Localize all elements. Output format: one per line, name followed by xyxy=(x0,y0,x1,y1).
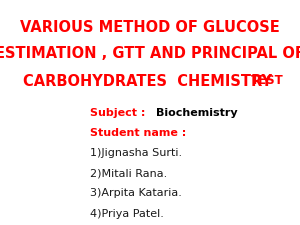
Text: 2)Mitali Rana.: 2)Mitali Rana. xyxy=(90,168,167,178)
Text: VARIOUS METHOD OF GLUCOSE: VARIOUS METHOD OF GLUCOSE xyxy=(20,20,280,34)
Text: Student name :: Student name : xyxy=(90,128,186,138)
Text: CARBOHYDRATES  CHEMISTRY: CARBOHYDRATES CHEMISTRY xyxy=(23,74,277,88)
Text: 3)Arpita Kataria.: 3)Arpita Kataria. xyxy=(90,189,182,198)
Text: 1)Jignasha Surti.: 1)Jignasha Surti. xyxy=(90,148,182,158)
Text: ESTIMATION , GTT AND PRINCIPAL OF: ESTIMATION , GTT AND PRINCIPAL OF xyxy=(0,47,300,61)
Text: Biochemistry: Biochemistry xyxy=(156,108,238,117)
Text: Subject :: Subject : xyxy=(90,108,149,117)
Text: TEST: TEST xyxy=(250,74,283,88)
Text: 4)Priya Patel.: 4)Priya Patel. xyxy=(90,209,164,219)
